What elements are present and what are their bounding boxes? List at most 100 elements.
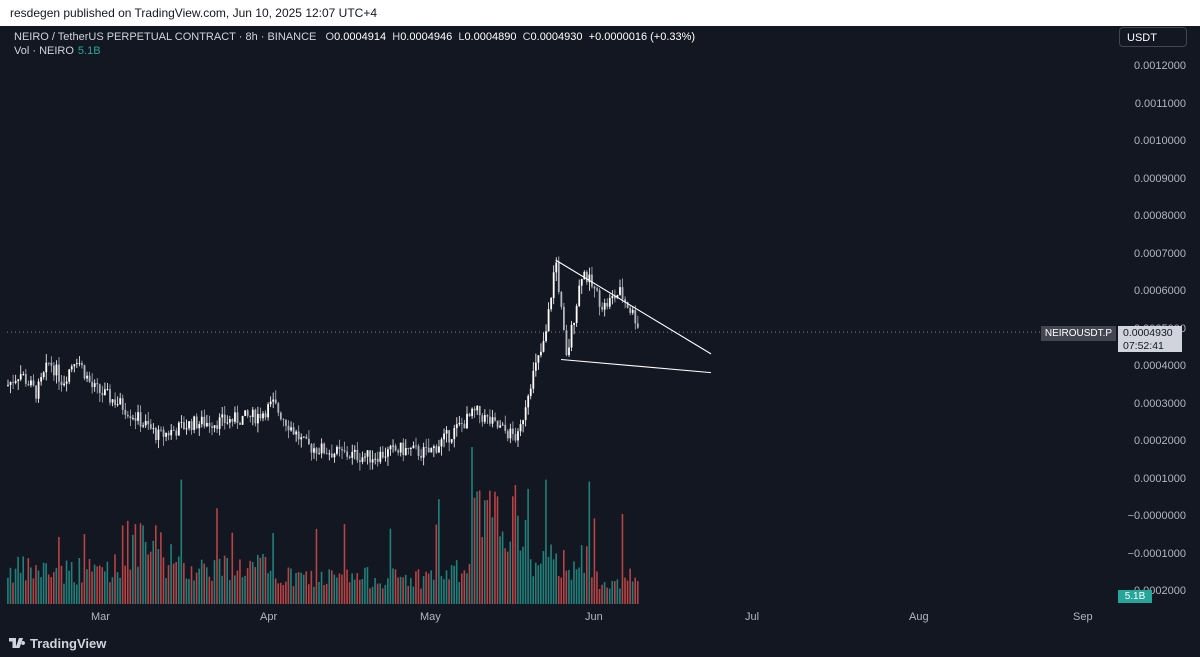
candle-body [175, 430, 178, 436]
volume-bar [167, 565, 170, 604]
volume-bar [478, 490, 481, 604]
candle-body [435, 446, 438, 453]
candle-body [109, 389, 111, 403]
volume-bar [461, 573, 463, 604]
candle-body [180, 422, 183, 423]
volume-bar [313, 586, 315, 604]
candle-body [621, 287, 624, 300]
volume-bar [624, 577, 626, 604]
candle-body [555, 262, 558, 273]
candle-body [537, 355, 540, 363]
candle-body [60, 381, 63, 386]
candle-body [157, 429, 160, 441]
volume-bar [83, 534, 86, 604]
volume-bar [606, 587, 608, 604]
candle-body [65, 381, 68, 384]
candle-body [348, 456, 351, 458]
candle-body [379, 451, 382, 462]
price-tick-label: 0.0001000 [1134, 472, 1186, 485]
candle-body [241, 415, 244, 425]
volume-bar [420, 588, 422, 604]
volume-bar [392, 568, 394, 604]
volume-bar [578, 567, 580, 604]
volume-label[interactable]: Vol · NEIRO [14, 45, 74, 57]
volume-bar [466, 573, 468, 604]
candle-body [440, 439, 443, 447]
candle-body [371, 459, 374, 463]
volume-bar [448, 579, 450, 604]
candle-body [149, 424, 152, 429]
volume-bar [254, 567, 257, 604]
candle-body [517, 431, 519, 441]
candle-body [336, 446, 338, 454]
volume-bar [290, 568, 292, 604]
candle-body [425, 447, 428, 448]
volume-bar [336, 577, 338, 604]
candle-body [203, 416, 206, 427]
volume-bar [473, 497, 476, 604]
volume-bar [432, 579, 435, 604]
candle-body [351, 451, 354, 458]
volume-bar [619, 588, 621, 604]
candle-body [575, 306, 578, 323]
candle-body [519, 424, 522, 432]
candle-body [320, 443, 323, 454]
candle-body [216, 425, 218, 429]
candle-body [540, 351, 542, 356]
volume-bar [236, 570, 239, 604]
volume-bar [297, 572, 300, 604]
wedge-upper-line [555, 259, 712, 355]
price-tick-label: 0.0008000 [1134, 210, 1186, 222]
volume-bar [450, 565, 453, 604]
volume-bar [591, 577, 593, 604]
volume-bar [241, 577, 244, 604]
currency-button[interactable]: USDT [1119, 27, 1187, 47]
volume-bar [88, 558, 91, 604]
chart-area[interactable] [0, 26, 1200, 630]
volume-bar [172, 563, 175, 604]
candle-body [218, 417, 221, 429]
volume-bar [481, 537, 483, 604]
candle-body [142, 425, 145, 427]
candle-body [152, 428, 155, 429]
candle-body [374, 458, 377, 460]
candle-body [35, 385, 37, 399]
candle-body [369, 450, 371, 463]
volume-bar [425, 571, 427, 604]
volume-bar [218, 558, 221, 604]
tradingview-logo-icon[interactable] [9, 636, 27, 650]
candle-body [297, 431, 300, 440]
candle-body [300, 437, 303, 440]
volume-bar [203, 563, 206, 604]
candle-body [104, 389, 106, 396]
volume-bar [81, 582, 83, 604]
candle-body [585, 271, 588, 283]
ohlc-legend: NEIRO / TetherUS PERPETUAL CONTRACT · 8h… [14, 31, 695, 43]
candle-body [343, 450, 346, 452]
close-value: 0.0004930 [530, 31, 583, 43]
volume-bar [415, 571, 417, 604]
symbol-title[interactable]: NEIRO / TetherUS PERPETUAL CONTRACT · 8h… [14, 31, 317, 43]
volume-bar [287, 567, 290, 604]
candle-body [55, 364, 58, 376]
volume-bar [351, 573, 353, 604]
volume-bar [305, 571, 308, 604]
volume-bar [114, 554, 116, 604]
candle-body [19, 374, 22, 380]
candle-body [417, 445, 420, 456]
candle-body [116, 404, 119, 406]
volume-bar [486, 500, 489, 604]
last-price-value: 0.0004930 [1123, 327, 1173, 339]
candle-body [634, 310, 637, 324]
candle-body [160, 429, 162, 431]
volume-bar [557, 576, 560, 604]
candle-body [550, 298, 553, 310]
volume-bar [343, 524, 346, 604]
volume-bar [249, 560, 251, 604]
tradingview-brand[interactable]: TradingView [30, 636, 107, 651]
volume-bar [70, 562, 73, 604]
volume-bar [440, 576, 443, 604]
price-chart[interactable] [0, 26, 1200, 630]
candle-body [206, 422, 208, 427]
volume-bar [631, 581, 634, 604]
